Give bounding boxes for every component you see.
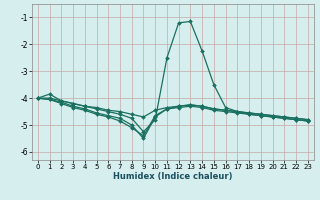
X-axis label: Humidex (Indice chaleur): Humidex (Indice chaleur) [113,172,233,181]
